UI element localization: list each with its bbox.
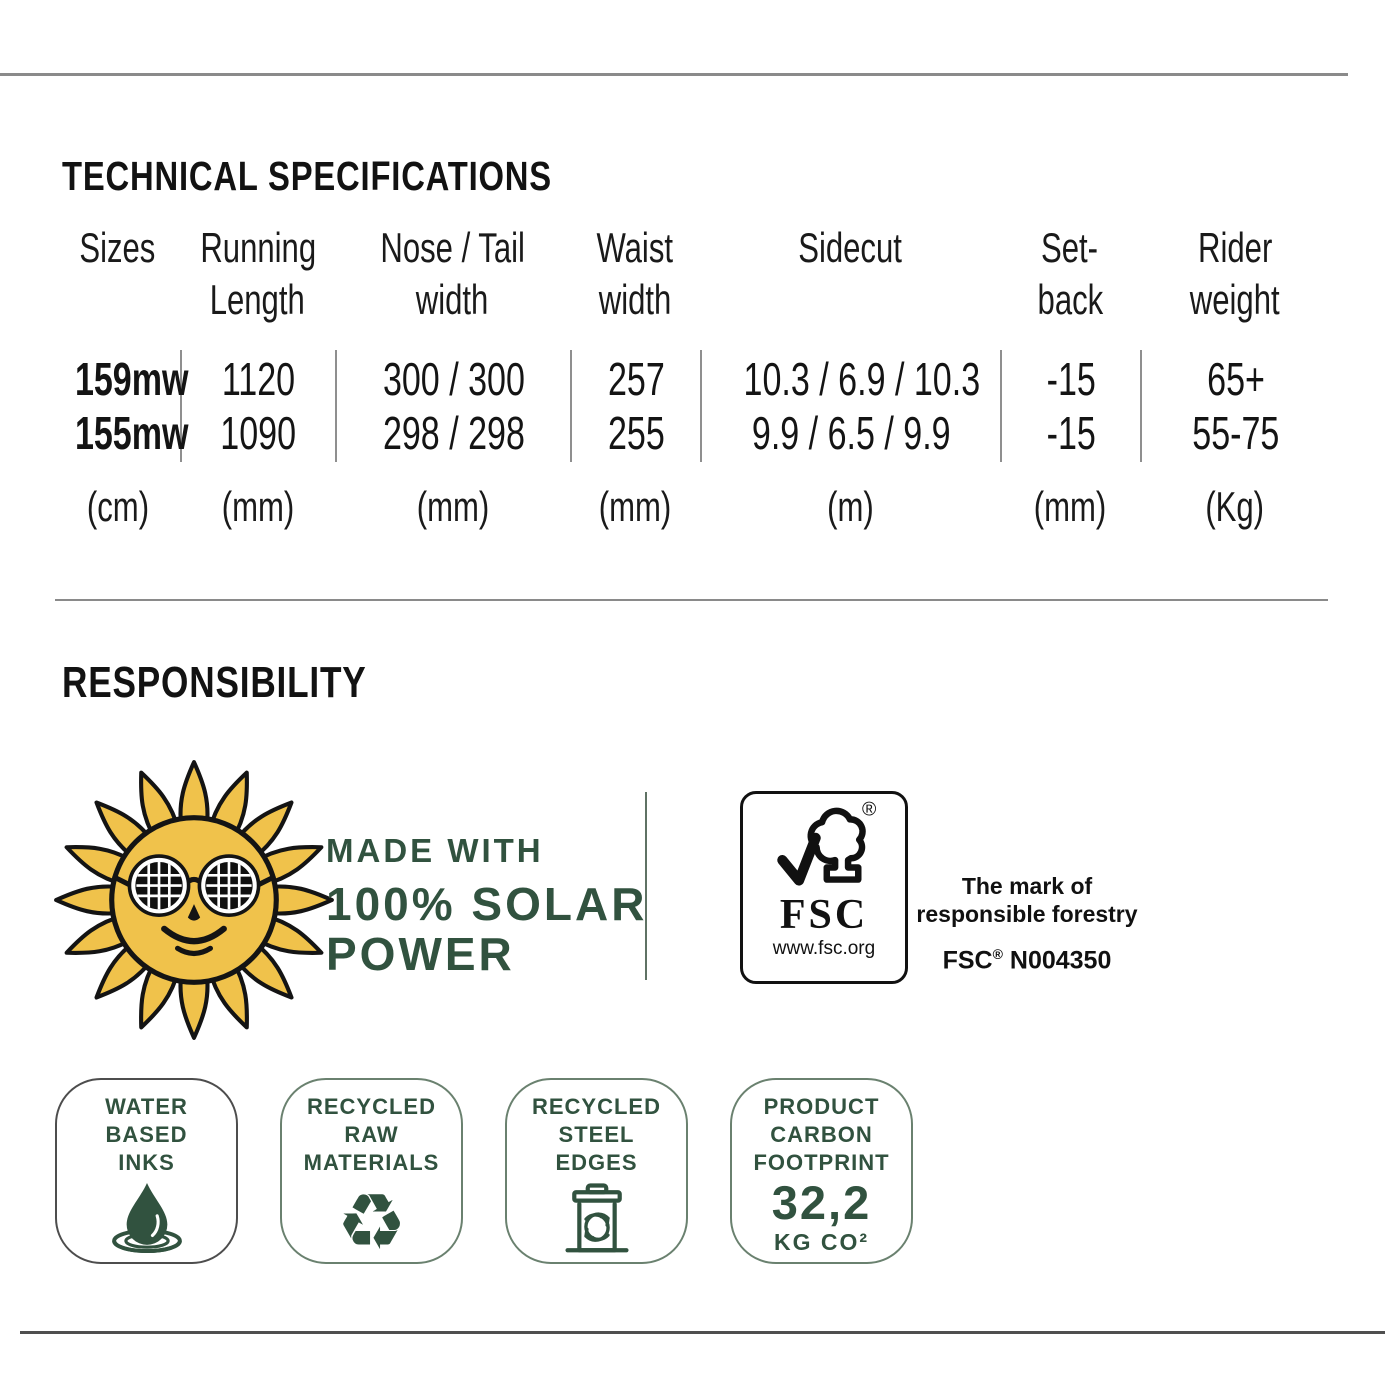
col-sidecut: 10.3 / 6.9 / 10.3 9.9 / 6.5 / 9.9 (700, 350, 1000, 462)
unit-running-length: (mm) (221, 483, 294, 530)
fsc-tree-check-icon: ® (777, 799, 877, 886)
sunglasses-icon (112, 854, 276, 917)
fsc-license-number: FSC® N004350 (942, 946, 1112, 975)
unit-setback: (mm) (1033, 483, 1107, 530)
unit-nose-tail: (mm) (416, 483, 489, 530)
fsc-tagline-2: responsible forestry (916, 901, 1138, 927)
col-rider-weight: 65+ 55-75 (1140, 350, 1330, 462)
fsc-logo: ® FSC www.fsc.org (740, 791, 908, 984)
col-setback: -15 -15 (1000, 350, 1140, 462)
col-header-nose-tail: Nose / Tail width (380, 224, 525, 323)
col-header-waist: Waist width (596, 224, 674, 323)
water-drop-icon (111, 1183, 182, 1254)
spec-table-header: Sizes Running Length Nose / Tail width Wai… (55, 222, 1330, 326)
badge-water-based-inks: WATER BASED INKS (55, 1078, 238, 1264)
carbon-footprint-value: 32,2 (771, 1176, 872, 1229)
fsc-caption: The mark of responsible forestry FSC® N0… (908, 872, 1146, 975)
col-header-running-length: Running Length (200, 224, 317, 323)
fsc-tagline-1: The mark of (961, 873, 1093, 899)
badge-recycled-raw-materials: RECYCLED RAW MATERIALS ♻ (280, 1078, 463, 1264)
unit-waist: (mm) (598, 483, 672, 530)
recycle-icon: ♻ (336, 1178, 407, 1268)
sun-illustration (50, 756, 338, 1044)
col-running-length: 1120 1090 (180, 350, 335, 462)
unit-sizes: (cm) (86, 483, 149, 530)
col-header-sizes: Sizes (79, 224, 156, 271)
badge-product-carbon-footprint: PRODUCT CARBON FOOTPRINT 32,2 KG CO² (730, 1078, 913, 1264)
col-header-setback: Set-back (1037, 224, 1103, 323)
unit-rider-weight: (Kg) (1205, 483, 1265, 530)
col-nose-tail: 300 / 300 298 / 298 (335, 350, 570, 462)
solar-line-1: MADE WITH (326, 832, 544, 869)
fsc-url: www.fsc.org (772, 938, 876, 959)
solar-power-claim: MADE WITH 100% SOLAR POWER (326, 832, 647, 979)
responsibility-title: RESPONSIBILITY (62, 658, 443, 708)
solar-line-3: POWER (326, 928, 515, 980)
tech-specs-title: TECHNICAL SPECIFICATIONS (62, 153, 674, 200)
vertical-divider (645, 792, 647, 980)
col-header-rider-weight: Rider weight (1190, 224, 1280, 323)
col-waist: 257 255 (570, 350, 700, 462)
col-sizes: 159mw 155mw (74, 353, 189, 459)
section-divider (55, 599, 1328, 601)
unit-sidecut: (m) (826, 483, 874, 530)
top-divider (0, 73, 1348, 76)
badge-recycled-steel-edges: RECYCLED STEEL EDGES (505, 1078, 688, 1264)
tech-specs-title-text: TECHNICAL SPECIFICATIONS (62, 153, 552, 199)
bottom-divider (20, 1331, 1385, 1334)
trash-recycle-icon (564, 1183, 629, 1253)
responsibility-title-text: RESPONSIBILITY (62, 658, 367, 707)
svg-text:®: ® (862, 799, 877, 821)
eco-badges-row: WATER BASED INKS RECYCLED RAW MATERIALS … (55, 1078, 915, 1266)
sun-smile (161, 925, 227, 945)
spec-table-body: 159mw 155mw 1120 1090 300 / 300 298 / 29… (55, 350, 1330, 462)
sun-solar-icon (54, 760, 334, 1040)
carbon-footprint-unit: KG CO² (773, 1229, 870, 1255)
fsc-wordmark: FSC (779, 892, 869, 938)
spec-table-units: (cm) (mm) (mm) (mm) (m) (mm) (Kg) (55, 482, 1330, 532)
solar-line-2: 100% SOLAR (326, 878, 648, 930)
col-header-sidecut: Sidecut (798, 224, 902, 271)
sun-nose (187, 904, 201, 921)
